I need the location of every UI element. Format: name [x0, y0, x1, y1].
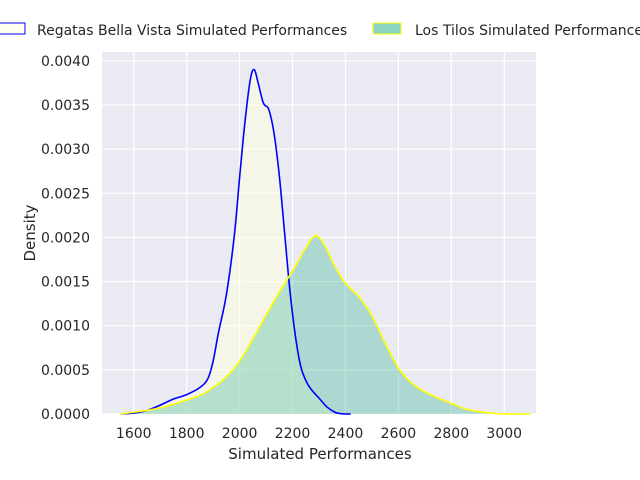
y-tick-label: 0.0030 [41, 142, 90, 158]
x-tick-label: 2400 [328, 426, 364, 442]
x-tick-label: 2800 [433, 426, 469, 442]
x-tick-label: 2200 [275, 426, 311, 442]
legend: Regatas Bella Vista Simulated Performanc… [0, 22, 640, 39]
x-tick-label: 1600 [116, 426, 152, 442]
y-tick-label: 0.0040 [41, 54, 90, 70]
density-lines [120, 68, 531, 415]
y-tick-label: 0.0015 [41, 275, 90, 291]
x-tick-label: 1800 [169, 426, 205, 442]
x-tick-label: 3000 [486, 426, 522, 442]
y-tick-label: 0.0035 [41, 98, 90, 114]
density-line-los-tilos [120, 234, 531, 415]
y-tick-label: 0.0005 [41, 363, 90, 379]
legend-label-regatas: Regatas Bella Vista Simulated Performanc… [37, 23, 347, 39]
x-axis-label: Simulated Performances [228, 445, 412, 463]
density-area-regatas [120, 69, 351, 415]
legend-swatch-los-tilos [372, 22, 402, 35]
x-tick-labels: 1600 1800 2000 2200 2400 2600 2800 3000 [116, 426, 522, 442]
density-areas [120, 69, 531, 415]
legend-swatch-regatas [0, 22, 26, 35]
y-tick-label: 0.0000 [41, 407, 90, 423]
density-line-regatas [120, 68, 351, 415]
y-tick-labels: 0.0000 0.0005 0.0010 0.0015 0.0020 0.0025 0.00… [41, 54, 90, 423]
plot-area [102, 52, 536, 414]
x-tick-label: 2600 [381, 426, 417, 442]
y-tick-label: 0.0020 [41, 230, 90, 246]
y-tick-label: 0.0025 [41, 186, 90, 202]
y-tick-label: 0.0010 [41, 319, 90, 335]
y-axis-label: Density [21, 204, 39, 261]
x-tick-label: 2000 [222, 426, 258, 442]
legend-label-los-tilos: Los Tilos Simulated Performances [415, 23, 640, 39]
density-area-los-tilos [120, 235, 531, 415]
